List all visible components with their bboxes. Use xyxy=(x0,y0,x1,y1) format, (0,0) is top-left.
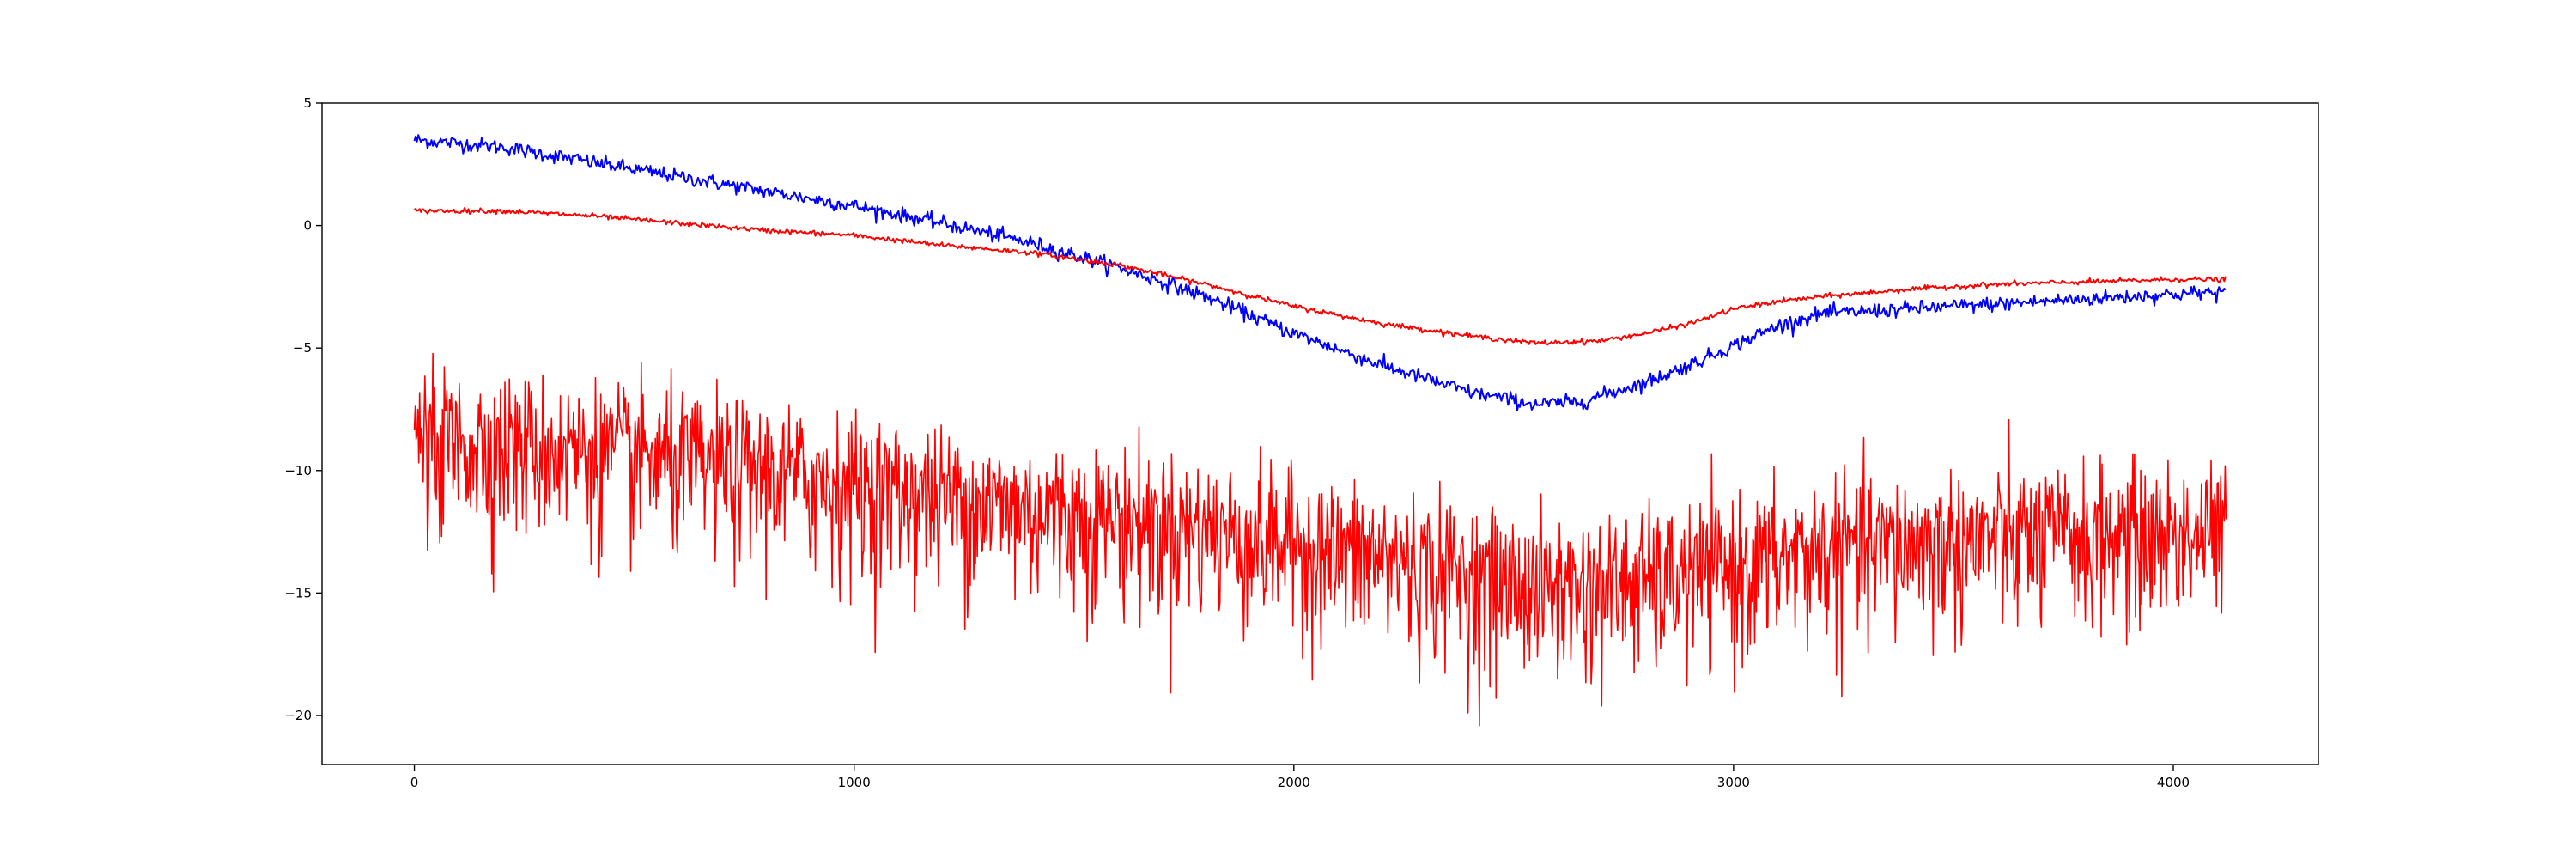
series-line-2 xyxy=(413,207,2227,346)
x-tick-label: 0 xyxy=(410,775,419,790)
x-tick-label: 3000 xyxy=(1717,775,1750,790)
x-tick-label: 1000 xyxy=(838,775,871,790)
y-tick-label: −20 xyxy=(284,708,312,723)
series-line-1 xyxy=(413,134,2227,412)
series-layer xyxy=(413,134,2227,727)
plot-frame xyxy=(321,102,2319,765)
x-tick-label: 4000 xyxy=(2157,775,2190,790)
y-axis: 5 0 −5 −10 −15 −20 xyxy=(284,95,322,723)
y-tick-label: −5 xyxy=(293,340,312,356)
y-tick-label: −15 xyxy=(284,585,312,600)
x-axis: 0 1000 2000 3000 4000 xyxy=(410,765,2190,790)
x-tick-label: 2000 xyxy=(1278,775,1310,790)
y-tick-label: 5 xyxy=(303,95,312,111)
y-tick-label: −10 xyxy=(284,463,312,478)
series-line-3 xyxy=(413,352,2227,727)
y-tick-label: 0 xyxy=(303,218,312,234)
